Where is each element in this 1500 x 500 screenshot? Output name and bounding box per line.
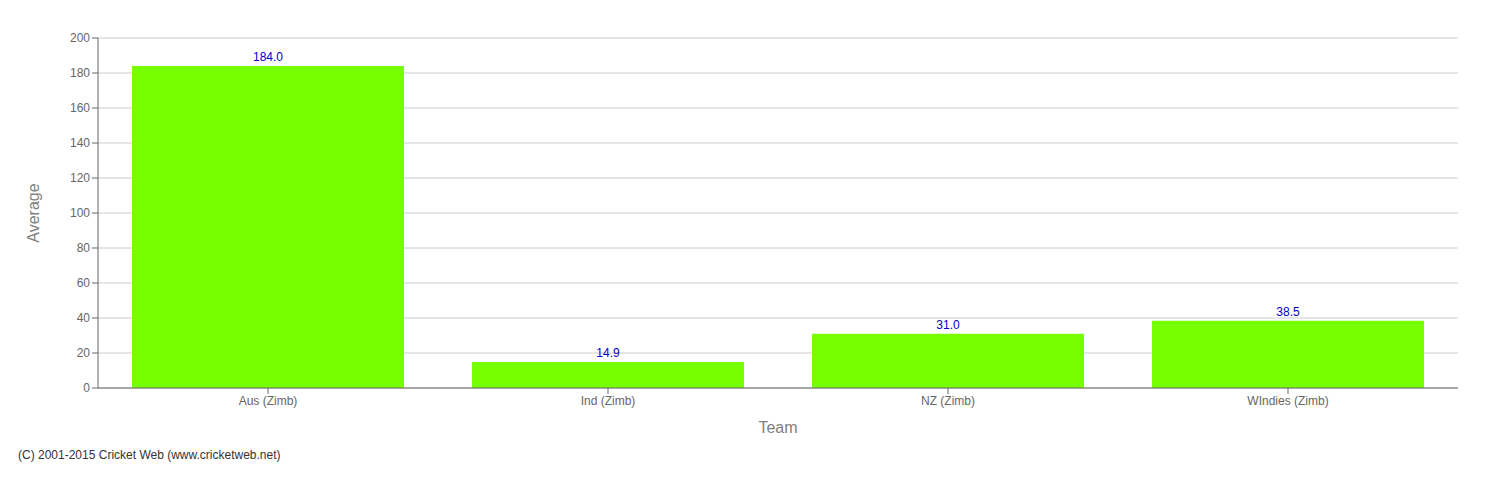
svg-text:120: 120 xyxy=(70,171,90,185)
svg-text:14.9: 14.9 xyxy=(596,346,620,360)
svg-text:Aus (Zimb): Aus (Zimb) xyxy=(239,394,298,408)
svg-text:60: 60 xyxy=(77,276,91,290)
svg-text:80: 80 xyxy=(77,241,91,255)
svg-text:WIndies (Zimb): WIndies (Zimb) xyxy=(1247,394,1328,408)
svg-text:200: 200 xyxy=(70,31,90,45)
svg-text:140: 140 xyxy=(70,136,90,150)
svg-text:38.5: 38.5 xyxy=(1276,305,1300,319)
svg-text:184.0: 184.0 xyxy=(253,50,283,64)
svg-text:NZ (Zimb): NZ (Zimb) xyxy=(921,394,975,408)
svg-text:180: 180 xyxy=(70,66,90,80)
svg-text:Team: Team xyxy=(758,419,797,436)
svg-text:40: 40 xyxy=(77,311,91,325)
svg-text:31.0: 31.0 xyxy=(936,318,960,332)
svg-text:100: 100 xyxy=(70,206,90,220)
html-text:(C) 2001-2015 Cricket Web (www: (C) 2001-2015 Cricket Web (www.cricketwe… xyxy=(18,448,281,462)
svg-text:0: 0 xyxy=(83,381,90,395)
svg-text:Ind (Zimb): Ind (Zimb) xyxy=(581,394,636,408)
svg-text:20: 20 xyxy=(77,346,91,360)
svg-text:Average: Average xyxy=(25,183,42,242)
svg-text:160: 160 xyxy=(70,101,90,115)
